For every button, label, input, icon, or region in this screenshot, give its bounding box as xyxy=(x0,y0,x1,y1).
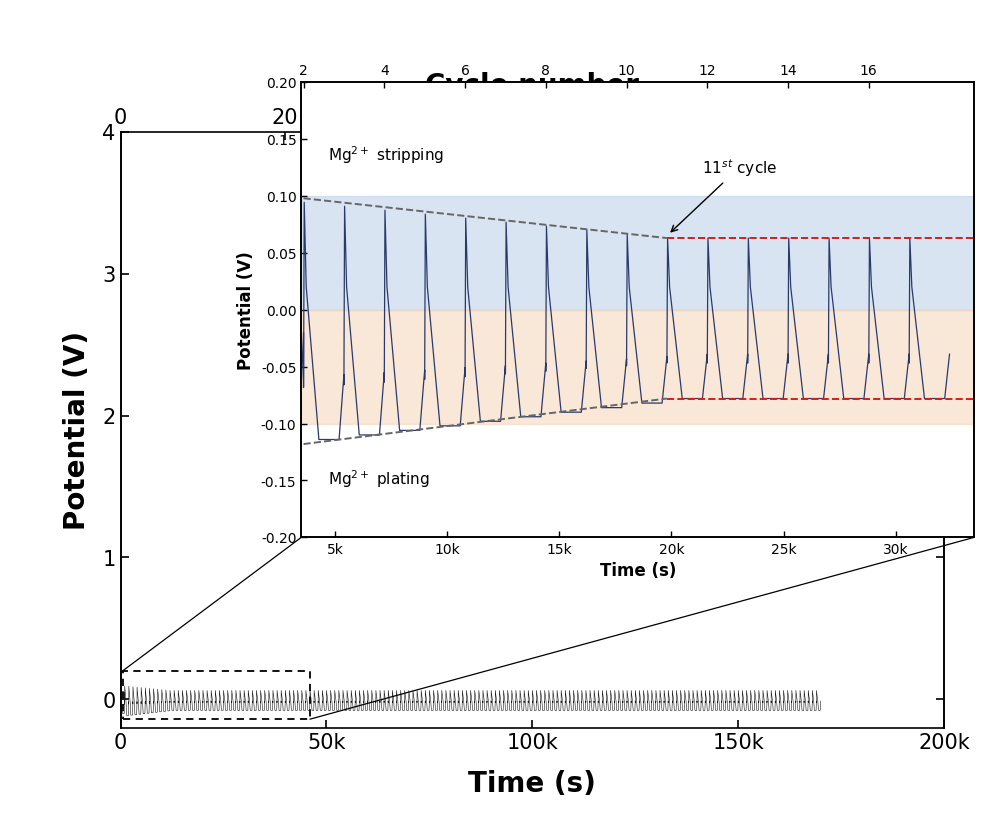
X-axis label: Time (s): Time (s) xyxy=(468,769,596,797)
Y-axis label: Potential (V): Potential (V) xyxy=(63,331,91,529)
Bar xyxy=(122,671,310,719)
X-axis label: Time (s): Time (s) xyxy=(599,562,676,580)
Bar xyxy=(301,196,974,310)
Text: 11$^{st}$ cycle: 11$^{st}$ cycle xyxy=(671,157,777,232)
Text: Mg$^{2+}$ plating: Mg$^{2+}$ plating xyxy=(328,467,430,490)
Bar xyxy=(301,310,974,423)
Y-axis label: Potential (V): Potential (V) xyxy=(237,251,255,370)
X-axis label: Cycle number: Cycle number xyxy=(425,72,640,99)
Text: Mg$^{2+}$ stripping: Mg$^{2+}$ stripping xyxy=(328,145,445,166)
Text: current density: 0.25 mA cm$^{-2}$: current density: 0.25 mA cm$^{-2}$ xyxy=(307,193,757,227)
